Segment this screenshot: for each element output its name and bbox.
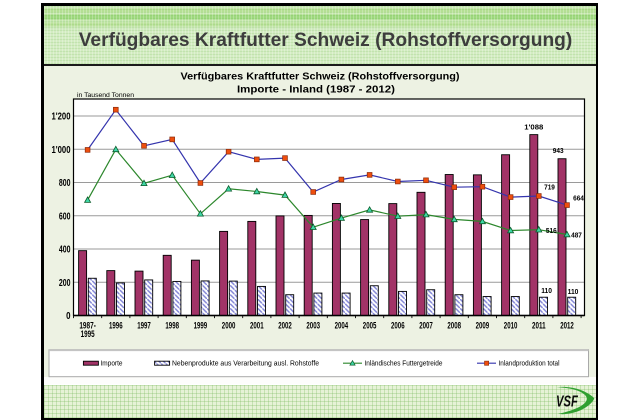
svg-text:943: 943	[553, 146, 564, 155]
svg-text:800: 800	[59, 178, 71, 189]
svg-text:0: 0	[66, 311, 71, 322]
svg-text:1995: 1995	[81, 329, 95, 340]
svg-text:Inlandproduktion total: Inlandproduktion total	[499, 361, 560, 368]
svg-text:2009: 2009	[476, 320, 490, 331]
svg-text:2000: 2000	[222, 320, 236, 331]
svg-text:VSF: VSF	[556, 394, 578, 411]
svg-text:516: 516	[546, 226, 557, 235]
svg-text:in Tausend Tonnen: in Tausend Tonnen	[77, 92, 134, 99]
svg-text:110: 110	[541, 286, 552, 295]
svg-text:Nebenprodukte aus Verarbeitung: Nebenprodukte aus Verarbeitung ausl. Roh…	[172, 361, 319, 368]
svg-text:2002: 2002	[278, 320, 292, 331]
svg-text:1'200: 1'200	[52, 112, 71, 123]
svg-text:1996: 1996	[109, 320, 123, 331]
svg-text:2008: 2008	[447, 320, 461, 331]
svg-text:1'000: 1'000	[52, 145, 71, 156]
svg-text:2012: 2012	[560, 320, 574, 331]
svg-text:Importe - Inland (1987 - 2012): Importe - Inland (1987 - 2012)	[237, 84, 395, 95]
svg-text:2001: 2001	[250, 320, 264, 331]
svg-text:1997: 1997	[137, 320, 151, 331]
svg-text:110: 110	[568, 287, 579, 296]
svg-text:2004: 2004	[335, 320, 349, 331]
svg-text:1998: 1998	[165, 320, 179, 331]
svg-text:2007: 2007	[419, 320, 433, 331]
svg-text:487: 487	[571, 231, 582, 240]
svg-text:1'088: 1'088	[524, 123, 543, 132]
svg-text:1999: 1999	[194, 320, 208, 331]
svg-text:2005: 2005	[363, 320, 377, 331]
svg-text:719: 719	[544, 183, 555, 192]
svg-text:Verfügbares Kraftfutter Schwei: Verfügbares Kraftfutter Schweiz (Rohstof…	[181, 72, 460, 83]
svg-text:2010: 2010	[504, 320, 518, 331]
svg-text:664: 664	[573, 193, 584, 202]
svg-text:Importe: Importe	[101, 361, 123, 368]
svg-text:2006: 2006	[391, 320, 405, 331]
svg-text:2003: 2003	[306, 320, 320, 331]
svg-text:200: 200	[59, 278, 71, 289]
svg-text:2011: 2011	[532, 320, 546, 331]
svg-text:Inländisches Futtergetreide: Inländisches Futtergetreide	[365, 361, 443, 368]
svg-text:400: 400	[59, 245, 71, 256]
svg-text:1987-: 1987-	[79, 320, 96, 331]
svg-text:600: 600	[59, 211, 71, 222]
